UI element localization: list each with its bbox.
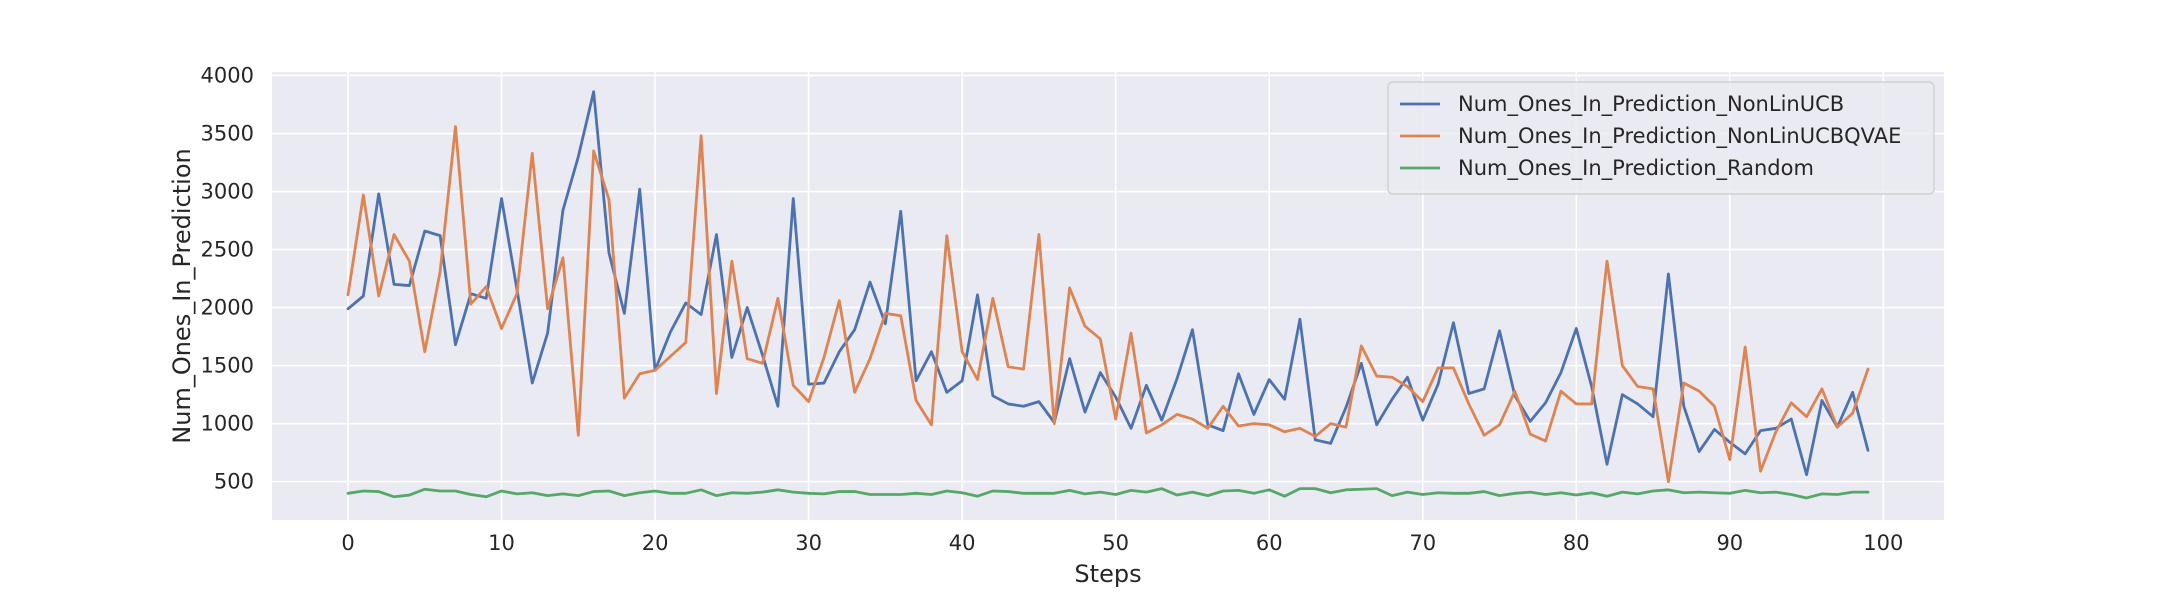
y-tick-label: 1500 bbox=[201, 354, 254, 378]
legend: Num_Ones_In_Prediction_NonLinUCB Num_Ones… bbox=[1387, 81, 1935, 195]
y-tick-label: 2500 bbox=[201, 238, 254, 262]
y-tick-label: 1000 bbox=[201, 412, 254, 436]
x-tick-label: 90 bbox=[1716, 531, 1743, 555]
series-lines bbox=[346, 90, 1870, 500]
x-tick-label: 70 bbox=[1409, 531, 1436, 555]
x-tick-label: 100 bbox=[1863, 531, 1903, 555]
y-tick-label: 3500 bbox=[201, 122, 254, 146]
x-tick-label: 30 bbox=[795, 531, 822, 555]
x-tick-label: 40 bbox=[949, 531, 976, 555]
x-tick-label: 50 bbox=[1102, 531, 1129, 555]
legend-box bbox=[1387, 81, 1935, 195]
legend-entry: Num_Ones_In_Prediction_Random bbox=[1458, 156, 1814, 181]
y-axis-label: Num_Ones_In_Prediction bbox=[168, 148, 196, 443]
y-tick-label: 500 bbox=[214, 470, 254, 494]
y-tick-label: 2000 bbox=[201, 296, 254, 320]
series-line-3 bbox=[346, 487, 1870, 500]
y-axis-ticks: 500 1000 1500 2000 2500 3000 3500 4000 bbox=[201, 63, 254, 493]
x-axis-ticks: 0 10 20 30 40 50 60 70 80 90 100 bbox=[341, 531, 1903, 555]
x-tick-label: 20 bbox=[642, 531, 669, 555]
legend-entry: Num_Ones_In_Prediction_NonLinUCB bbox=[1458, 92, 1844, 117]
x-tick-label: 80 bbox=[1563, 531, 1590, 555]
x-axis-label: Steps bbox=[1074, 560, 1141, 588]
legend-entry: Num_Ones_In_Prediction_NonLinUCBQVAE bbox=[1458, 124, 1901, 149]
y-tick-label: 4000 bbox=[201, 63, 254, 87]
x-tick-label: 0 bbox=[341, 531, 354, 555]
y-tick-label: 3000 bbox=[201, 180, 254, 204]
series-line-2 bbox=[346, 125, 1870, 484]
x-tick-label: 10 bbox=[488, 531, 515, 555]
x-tick-label: 60 bbox=[1256, 531, 1283, 555]
